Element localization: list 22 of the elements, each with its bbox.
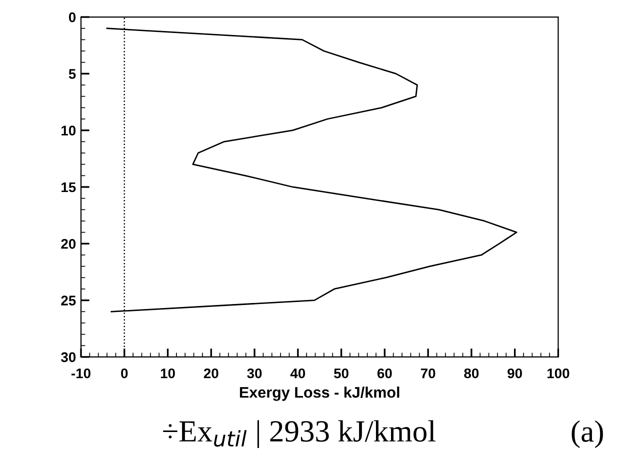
y-tick-label: 5 — [68, 69, 76, 79]
text: ÷Ex$_{util}$ | 2933 kJ/kmol — [163, 420, 436, 448]
x-tick-label: 30 — [247, 368, 262, 378]
y-tick-label: 20 — [61, 238, 76, 249]
y-tick-label: 15 — [62, 182, 76, 192]
x-axis-title: Exergy Loss - kJ/kmol — [240, 386, 400, 401]
x-tick-label: 50 — [334, 368, 348, 378]
y-tick-label: 0 — [68, 12, 76, 22]
x-tick-label: 10 — [160, 368, 175, 378]
y-tick-label: 25 — [61, 296, 76, 306]
x-tick-label: 100 — [547, 368, 570, 378]
x-tick-label: 40 — [290, 368, 306, 378]
x-tick-label: 90 — [508, 368, 522, 378]
x-tick-label: 70 — [420, 368, 436, 378]
x-tick-label: 0 — [121, 368, 128, 378]
x-tick-label: 80 — [464, 368, 479, 378]
y-tick-label: 10 — [62, 126, 76, 136]
x-tick-label: -10 — [71, 368, 90, 378]
text: (a) — [572, 420, 603, 448]
x-tick-label: 60 — [377, 368, 392, 378]
y-tick-label: 30 — [61, 352, 76, 362]
x-tick-label: 20 — [204, 368, 218, 378]
